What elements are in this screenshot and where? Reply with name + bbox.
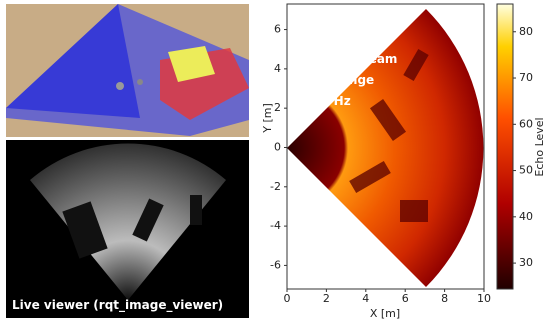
y-tick-label: 4: [274, 62, 281, 75]
annotation: Blueview P900: [294, 9, 393, 23]
y-tick-label: -6: [270, 258, 281, 271]
y-tick-label: -2: [270, 180, 281, 193]
annotation: ~ 0.3 Hz: [294, 94, 351, 108]
shadows: [349, 49, 429, 222]
sonar-fan: [287, 9, 484, 287]
x-tick-label: 8: [441, 292, 448, 305]
x-tick-label: 0: [284, 292, 291, 305]
x-tick-label: 4: [362, 292, 369, 305]
x-tick-label: 10: [477, 292, 491, 305]
colorbar-tick-label: 80: [519, 25, 533, 38]
colorbar-tick-label: 70: [519, 71, 533, 84]
colorbar-label: Echo Level: [533, 117, 546, 176]
colorbar-tick-label: 60: [519, 117, 533, 130]
y-tick-label: 0: [274, 140, 281, 153]
annotation: 300 Rays/Beam: [294, 52, 397, 66]
x-tick-label: 6: [402, 292, 409, 305]
caption: Live viewer (rqt_image_viewer): [12, 298, 223, 313]
render-view: [6, 4, 249, 137]
y-tick-label: -4: [270, 219, 281, 232]
y-axis-label: Y [m]: [261, 103, 274, 134]
colorbar-tick-label: 50: [519, 164, 533, 177]
x-tick-label: 2: [323, 292, 330, 305]
colorbar-tick-label: 30: [519, 256, 533, 269]
annotation: 512 Beams: [294, 31, 368, 45]
y-tick-label: 2: [274, 101, 281, 114]
annotation: 10 m Range: [294, 73, 374, 87]
colorbar: [496, 3, 514, 290]
live-viewer: Live viewer (rqt_image_viewer): [6, 140, 249, 318]
x-axis-label: X [m]: [370, 307, 400, 320]
y-tick-label: 6: [274, 23, 281, 36]
colorbar-tick-label: 40: [519, 210, 533, 223]
annotation: Matlab Plot: [303, 260, 381, 274]
